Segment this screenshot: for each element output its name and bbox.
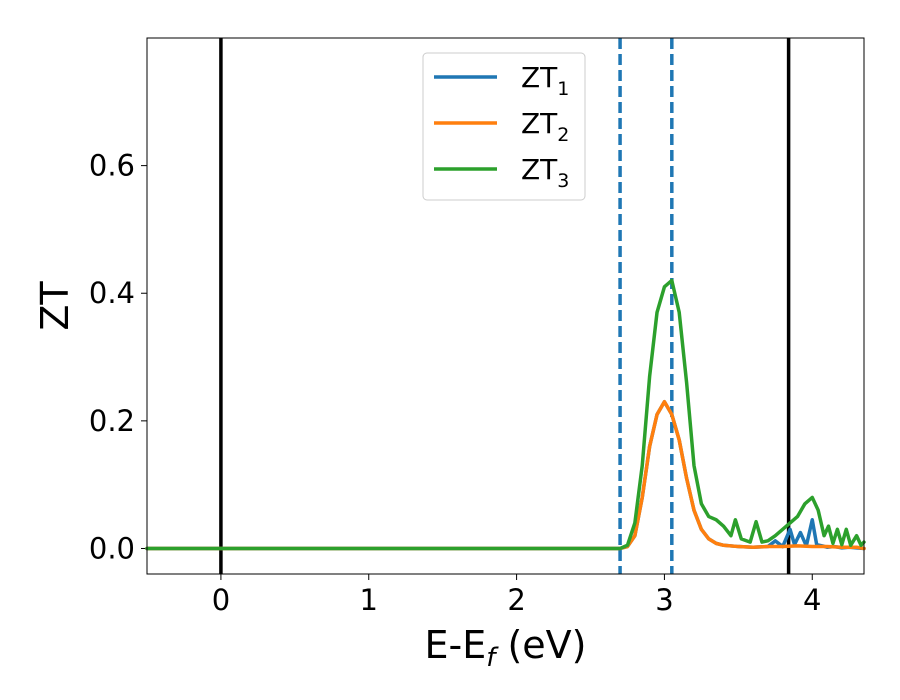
y-tick-label: 0.2	[89, 404, 135, 438]
legend-label-sub: 1	[557, 78, 569, 100]
legend-label-sub: 2	[557, 124, 569, 146]
series-line-zt3	[145, 278, 866, 551]
vline-layer	[219, 38, 791, 574]
x-tick-label: 1	[360, 583, 378, 617]
legend-label-main: ZT	[521, 107, 558, 140]
legend-label: ZT1	[521, 61, 569, 100]
legend-label: ZT3	[521, 153, 569, 192]
legend-label-main: ZT	[521, 153, 558, 186]
x-axis-label-unit: (eV)	[495, 623, 586, 667]
x-tick-label: 0	[212, 583, 230, 617]
series-line-zt2	[145, 399, 866, 551]
x-tick-label: 2	[507, 583, 525, 617]
x-axis-label: E-Ef (eV)	[425, 623, 587, 673]
legend-label: ZT2	[521, 107, 569, 146]
legend-label-main: ZT	[521, 61, 558, 94]
legend-box	[422, 52, 586, 201]
legend-label-sub: 3	[557, 170, 569, 192]
y-tick-label: 0.6	[89, 149, 135, 183]
x-tick-label: 3	[655, 583, 673, 617]
series-layer	[145, 278, 866, 551]
tick-layer: 0 1 2 3 4 0.0 0.2 0.4 0.6	[89, 149, 822, 617]
y-tick-label: 0.4	[89, 276, 135, 310]
y-tick-label: 0.0	[89, 531, 135, 565]
plot-frame	[146, 37, 865, 575]
x-tick-label: 4	[803, 583, 821, 617]
x-axis-label-main: E-E	[425, 623, 487, 667]
y-axis-label: ZT	[33, 281, 77, 331]
